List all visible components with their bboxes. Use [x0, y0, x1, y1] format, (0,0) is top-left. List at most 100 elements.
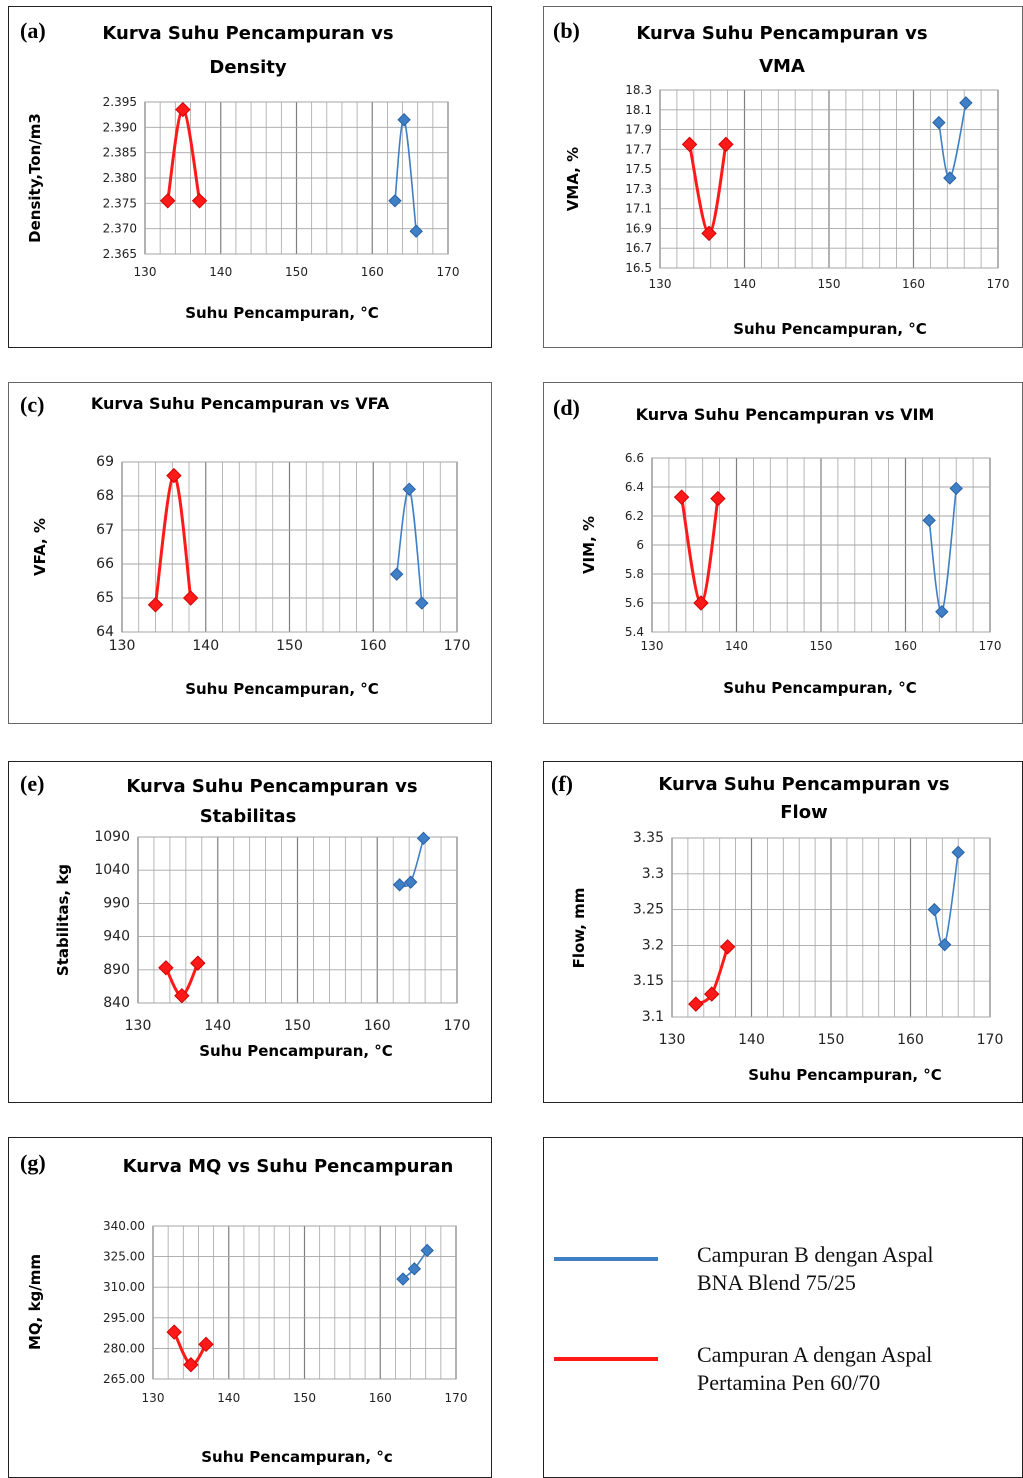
y-tick-label: 16.7: [625, 241, 652, 255]
x-axis-label: Suhu Pencampuran, °C: [733, 320, 927, 338]
legend-line-series-b: [554, 1257, 658, 1261]
y-tick-label: 17.3: [625, 182, 652, 196]
chart-title-line: Kurva MQ vs Suhu Pencampuran: [123, 1156, 454, 1177]
x-tick-label: 170: [977, 1032, 1004, 1048]
x-tick-label: 140: [733, 277, 756, 291]
y-tick-label: 69: [96, 454, 114, 470]
panel-letter: (a): [20, 18, 46, 43]
y-tick-label: 5.4: [625, 625, 644, 639]
chart-c: (c) Kurva Suhu Pencampuran vs VFA 64 65 66 67…: [20, 392, 470, 698]
y-tick-label: 6.6: [625, 451, 644, 465]
y-tick-label: 990: [103, 895, 130, 911]
y-axis-label: Stabilitas, kg: [54, 864, 72, 976]
x-tick-label: 140: [738, 1032, 765, 1048]
data-point-marker: [673, 489, 690, 505]
data-point-marker: [959, 96, 973, 110]
y-tick-label: 310.00: [103, 1280, 145, 1294]
y-tick-label: 17.1: [625, 202, 652, 216]
data-point-marker: [927, 902, 942, 917]
y-tick-label: 2.385: [103, 146, 137, 160]
y-tick-label: 3.3: [642, 866, 664, 882]
data-point-marker: [175, 101, 191, 118]
x-axis-label: Suhu Pencampuran, °c: [201, 1448, 392, 1466]
y-tick-label: 280.00: [103, 1341, 145, 1355]
y-axis-label: VIM, %: [580, 516, 598, 574]
data-point-marker: [160, 193, 176, 209]
x-tick-label: 170: [979, 639, 1002, 653]
x-tick-label: 140: [217, 1391, 240, 1405]
legend-panel: Campuran B dengan Aspal BNA Blend 75/25 …: [543, 1137, 1023, 1478]
x-tick-label: 160: [369, 1391, 392, 1405]
data-point-marker: [415, 596, 429, 610]
data-point-marker: [191, 193, 208, 209]
data-point-marker: [396, 1272, 410, 1286]
chart-title-line: Flow: [780, 802, 827, 823]
y-axis-label: VMA, %: [564, 147, 582, 211]
data-point-marker: [190, 955, 206, 971]
data-point-marker: [147, 597, 164, 613]
chart-title-line: Stabilitas: [200, 806, 297, 827]
data-point-marker: [704, 986, 720, 1002]
data-point-marker: [681, 136, 698, 153]
panel-letter: (d): [553, 395, 580, 420]
chart-d: (d) Kurva Suhu Pencampuran vs VIM 5.4 5.6 5.…: [553, 395, 1001, 697]
y-tick-label: 6: [636, 538, 644, 552]
x-tick-label: 150: [276, 638, 303, 654]
y-tick-label: 2.370: [103, 222, 137, 236]
data-point-marker: [951, 845, 965, 860]
data-point-marker: [198, 1336, 214, 1353]
y-tick-label: 1040: [94, 862, 130, 878]
y-tick-label: 18.3: [625, 83, 652, 97]
data-point-marker: [158, 960, 174, 976]
data-point-marker: [710, 490, 726, 507]
chart-title-line: VMA: [759, 56, 805, 77]
x-tick-label: 160: [902, 277, 925, 291]
y-tick-label: 2.380: [103, 171, 137, 185]
y-axis-label: Density,Ton/m3: [26, 113, 44, 243]
data-point-marker: [402, 482, 416, 496]
x-tick-label: 160: [364, 1018, 391, 1034]
y-tick-label: 5.6: [625, 596, 644, 610]
y-axis-label: MQ, kg/mm: [26, 1254, 44, 1350]
y-tick-label: 3.1: [642, 1009, 664, 1025]
x-tick-label: 160: [894, 639, 917, 653]
y-tick-label: 6.4: [625, 480, 644, 494]
chart-title-line: Density: [209, 57, 286, 78]
chart-title-line: Kurva Suhu Pencampuran vs: [102, 23, 393, 44]
x-tick-label: 170: [437, 265, 460, 279]
x-tick-label: 170: [444, 638, 471, 654]
y-tick-label: 18.1: [625, 103, 652, 117]
data-point-marker: [388, 194, 402, 208]
y-tick-label: 3.25: [633, 902, 664, 918]
data-point-marker: [693, 595, 709, 611]
x-tick-label: 150: [284, 1018, 311, 1034]
panel-letter: (b): [553, 18, 580, 43]
data-point-marker: [166, 467, 182, 484]
panel-letter: (f): [551, 771, 573, 796]
data-point-marker: [166, 1324, 182, 1340]
chart-a: (a) Kurva Suhu Pencampuran vs Density 2.365…: [20, 18, 459, 322]
y-tick-label: 940: [103, 929, 130, 945]
x-tick-label: 130: [649, 277, 672, 291]
data-point-marker: [937, 937, 952, 952]
x-axis-label: Suhu Pencampuran, °C: [185, 680, 379, 698]
legend-label-series-b-line2: BNA Blend 75/25: [697, 1270, 856, 1295]
panel-letter: (c): [20, 392, 44, 417]
x-tick-label: 150: [818, 277, 841, 291]
chart-title-line: Kurva Suhu Pencampuran vs VIM: [636, 405, 935, 424]
chart-b: (b) Kurva Suhu Pencampuran vs VMA 16.5 16.7 1…: [553, 18, 1009, 338]
legend-label-series-a-line2: Pertamina Pen 60/70: [697, 1370, 881, 1395]
data-point-marker: [701, 225, 717, 242]
y-tick-label: 6.2: [625, 509, 644, 523]
x-tick-label: 130: [641, 639, 664, 653]
data-point-marker: [935, 604, 949, 619]
data-point-marker: [949, 481, 963, 496]
x-tick-label: 140: [192, 638, 219, 654]
data-point-marker: [420, 1243, 434, 1258]
x-tick-label: 130: [109, 638, 136, 654]
data-point-marker: [416, 831, 431, 846]
y-tick-label: 2.390: [103, 120, 137, 134]
y-axis-label: Flow, mm: [570, 888, 588, 969]
y-tick-label: 325.00: [103, 1250, 145, 1264]
